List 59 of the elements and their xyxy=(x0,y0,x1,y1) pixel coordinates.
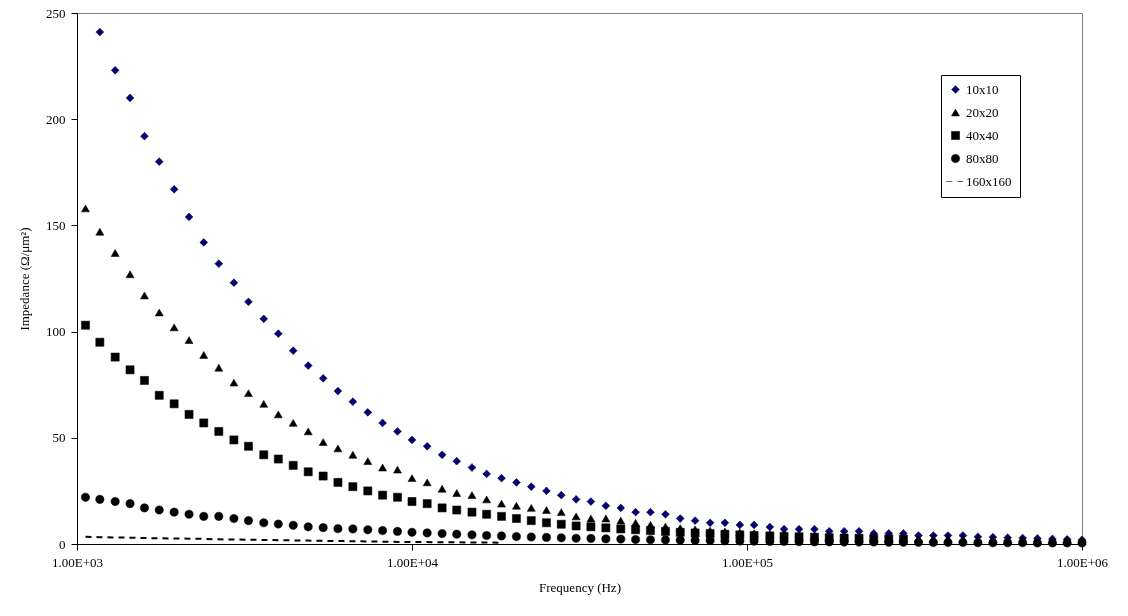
point xyxy=(452,505,462,515)
point xyxy=(110,352,120,362)
point xyxy=(259,450,269,460)
point xyxy=(422,499,432,508)
legend-label: 20x20 xyxy=(966,104,999,120)
y-tick-label: 250 xyxy=(46,5,66,21)
x-tick-label: 1.00E+05 xyxy=(721,554,774,570)
y-tick-label: 0 xyxy=(59,536,66,552)
point xyxy=(363,486,373,496)
point xyxy=(184,410,194,419)
point xyxy=(378,490,387,500)
point xyxy=(140,376,149,385)
point xyxy=(154,390,164,400)
point xyxy=(288,461,298,470)
point xyxy=(273,454,283,464)
point xyxy=(512,514,521,523)
point xyxy=(526,516,536,525)
point xyxy=(601,523,611,533)
point xyxy=(303,467,313,477)
point xyxy=(199,418,209,428)
x-axis-title: Frequency (Hz) xyxy=(539,579,621,595)
point xyxy=(169,399,179,409)
x-tick-label: 1.00E+03 xyxy=(51,554,104,570)
point xyxy=(407,497,417,506)
point xyxy=(675,527,685,537)
point xyxy=(348,482,358,491)
legend-label: 10x10 xyxy=(966,81,999,97)
point xyxy=(586,522,596,532)
legend-label: 40x40 xyxy=(966,127,999,143)
point xyxy=(631,525,640,535)
legend-label: 80x80 xyxy=(966,150,999,166)
point xyxy=(125,365,135,375)
y-tick-label: 150 xyxy=(46,217,66,233)
point xyxy=(646,526,655,535)
y-axis-title: Impedance (Ω/μm²) xyxy=(17,227,32,331)
point xyxy=(690,528,700,538)
point xyxy=(571,521,581,531)
point xyxy=(81,320,90,330)
point xyxy=(616,524,626,534)
point xyxy=(318,471,328,481)
point xyxy=(497,512,506,521)
point xyxy=(556,519,566,529)
point xyxy=(661,527,670,536)
point xyxy=(333,478,343,487)
point xyxy=(467,507,477,517)
point xyxy=(229,435,239,445)
point xyxy=(437,503,447,513)
point xyxy=(244,441,253,451)
y-tick-label: 200 xyxy=(46,111,66,127)
legend-label: 160x160 xyxy=(966,173,1012,189)
point xyxy=(95,337,105,347)
y-tick-label: 50 xyxy=(52,430,66,446)
x-tick-label: 1.00E+06 xyxy=(1056,554,1109,570)
y-tick-label: 100 xyxy=(46,324,66,340)
point xyxy=(482,509,491,519)
point xyxy=(542,518,551,528)
point xyxy=(214,427,224,436)
point xyxy=(393,492,402,502)
x-tick-label: 1.00E+04 xyxy=(386,554,439,570)
